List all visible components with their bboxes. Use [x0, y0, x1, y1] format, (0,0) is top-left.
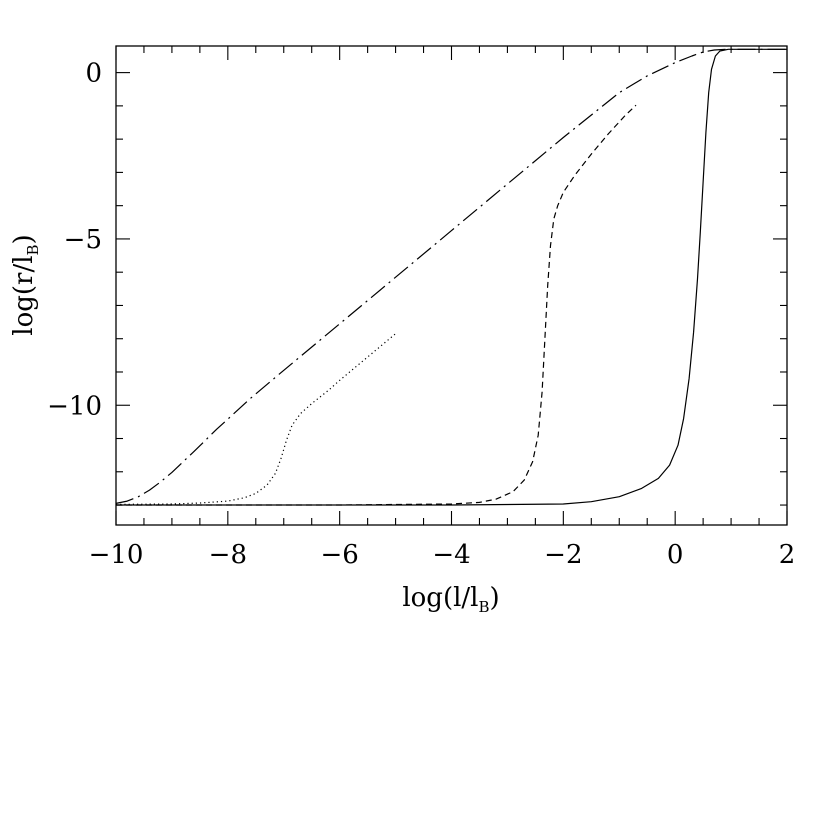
x-tick-label: −10 [89, 540, 144, 570]
series-line-dotted [115, 333, 396, 505]
x-tick-label: 0 [667, 540, 684, 570]
series-line-long-dash [115, 48, 787, 504]
axis-ticks [115, 46, 788, 525]
series-line-solid [116, 48, 787, 506]
series-line-short-dash [116, 104, 637, 506]
x-axis-label: log(l/lB) [402, 583, 499, 616]
y-tick-label: −5 [64, 225, 102, 255]
plot-frame [115, 45, 788, 526]
x-tick-label: −6 [321, 540, 359, 570]
y-axis-label: log(r/lB) [9, 234, 42, 335]
series-layer [115, 48, 787, 506]
y-tick-label: −10 [47, 391, 102, 421]
x-tick-label: 2 [779, 540, 796, 570]
x-tick-label: −4 [432, 540, 470, 570]
x-tick-label: −2 [544, 540, 582, 570]
x-tick-label: −8 [209, 540, 247, 570]
y-tick-label: 0 [85, 59, 102, 89]
tick-labels: −10 −8 −6 −4 −2 0 2 0 −5 −10 [47, 59, 795, 570]
